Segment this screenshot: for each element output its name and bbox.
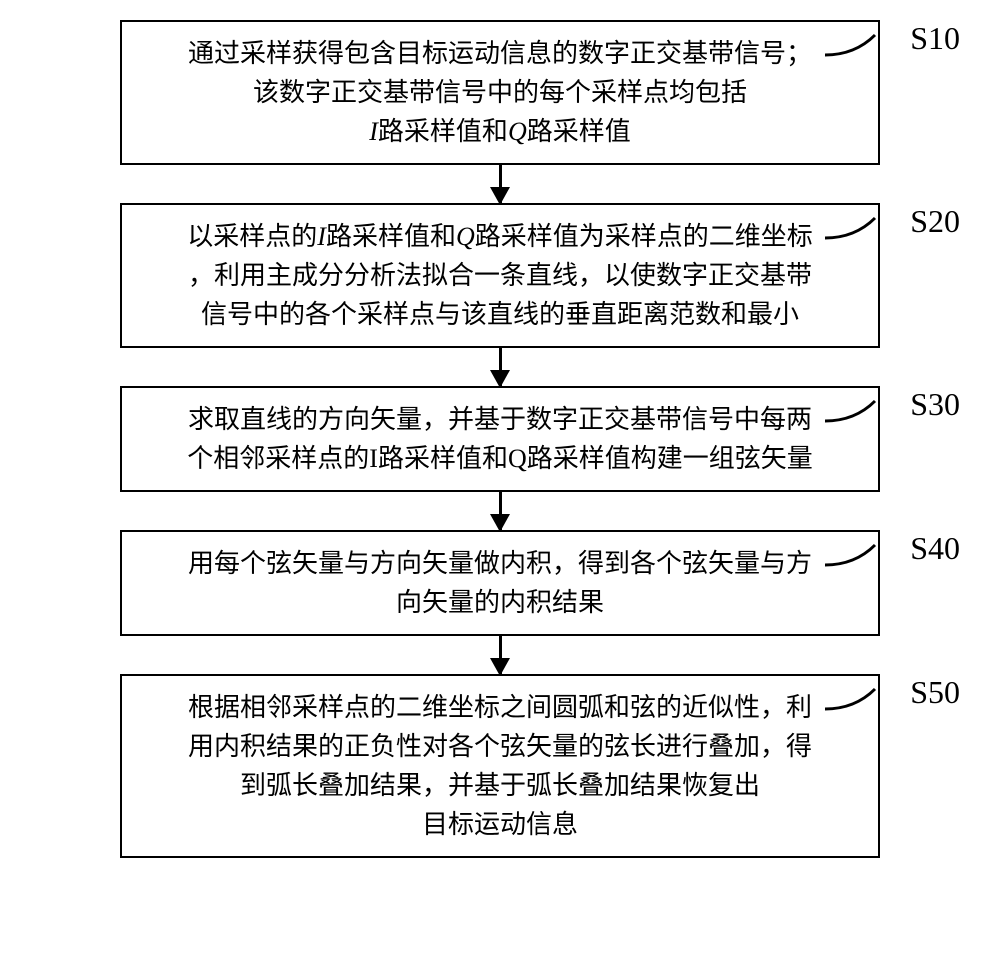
step-s10-line1: 通过采样获得包含目标运动信息的数字正交基带信号； <box>142 34 858 73</box>
s50-connector <box>825 679 895 729</box>
s10-connector <box>825 25 895 75</box>
step-s10-box: 通过采样获得包含目标运动信息的数字正交基带信号； 该数字正交基带信号中的每个采样… <box>120 20 880 165</box>
flowchart-container: 通过采样获得包含目标运动信息的数字正交基带信号； 该数字正交基带信号中的每个采样… <box>20 20 980 858</box>
step-s20-line1: 以采样点的I路采样值和Q路采样值为采样点的二维坐标 <box>142 217 858 256</box>
step-s50-container: 根据相邻采样点的二维坐标之间圆弧和弦的近似性，利 用内积结果的正负性对各个弦矢量… <box>20 674 980 858</box>
step-s50-line4: 目标运动信息 <box>142 805 858 844</box>
step-s30-line2: 个相邻采样点的I路采样值和Q路采样值构建一组弦矢量 <box>142 439 858 478</box>
step-s40-label: S40 <box>910 530 960 567</box>
s20-connector <box>825 208 895 258</box>
s30-connector <box>825 391 895 441</box>
arrow-3 <box>499 492 502 530</box>
step-s30-box: 求取直线的方向矢量，并基于数字正交基带信号中每两 个相邻采样点的I路采样值和Q路… <box>120 386 880 492</box>
step-s50-line2: 用内积结果的正负性对各个弦矢量的弦长进行叠加，得 <box>142 727 858 766</box>
step-s20-container: 以采样点的I路采样值和Q路采样值为采样点的二维坐标 ，利用主成分分析法拟合一条直… <box>20 203 980 348</box>
step-s50-line1: 根据相邻采样点的二维坐标之间圆弧和弦的近似性，利 <box>142 688 858 727</box>
arrow-1 <box>499 165 502 203</box>
step-s50-box: 根据相邻采样点的二维坐标之间圆弧和弦的近似性，利 用内积结果的正负性对各个弦矢量… <box>120 674 880 858</box>
arrow-2 <box>499 348 502 386</box>
step-s40-line1: 用每个弦矢量与方向矢量做内积，得到各个弦矢量与方 <box>142 544 858 583</box>
step-s50-label: S50 <box>910 674 960 711</box>
step-s20-line3: 信号中的各个采样点与该直线的垂直距离范数和最小 <box>142 295 858 334</box>
step-s30-label: S30 <box>910 386 960 423</box>
step-s10-line2: 该数字正交基带信号中的每个采样点均包括 <box>142 73 858 112</box>
step-s40-line2: 向矢量的内积结果 <box>142 583 858 622</box>
step-s30-line1: 求取直线的方向矢量，并基于数字正交基带信号中每两 <box>142 400 858 439</box>
step-s50-line3: 到弧长叠加结果，并基于弧长叠加结果恢复出 <box>142 766 858 805</box>
step-s10-line3: I路采样值和Q路采样值 <box>142 112 858 151</box>
step-s10-container: 通过采样获得包含目标运动信息的数字正交基带信号； 该数字正交基带信号中的每个采样… <box>20 20 980 165</box>
step-s20-label: S20 <box>910 203 960 240</box>
s40-connector <box>825 535 895 585</box>
step-s20-box: 以采样点的I路采样值和Q路采样值为采样点的二维坐标 ，利用主成分分析法拟合一条直… <box>120 203 880 348</box>
step-s10-label: S10 <box>910 20 960 57</box>
step-s40-box: 用每个弦矢量与方向矢量做内积，得到各个弦矢量与方 向矢量的内积结果 <box>120 530 880 636</box>
step-s20-line2: ，利用主成分分析法拟合一条直线，以使数字正交基带 <box>142 256 858 295</box>
arrow-4 <box>499 636 502 674</box>
step-s40-container: 用每个弦矢量与方向矢量做内积，得到各个弦矢量与方 向矢量的内积结果 S40 <box>20 530 980 636</box>
step-s30-container: 求取直线的方向矢量，并基于数字正交基带信号中每两 个相邻采样点的I路采样值和Q路… <box>20 386 980 492</box>
